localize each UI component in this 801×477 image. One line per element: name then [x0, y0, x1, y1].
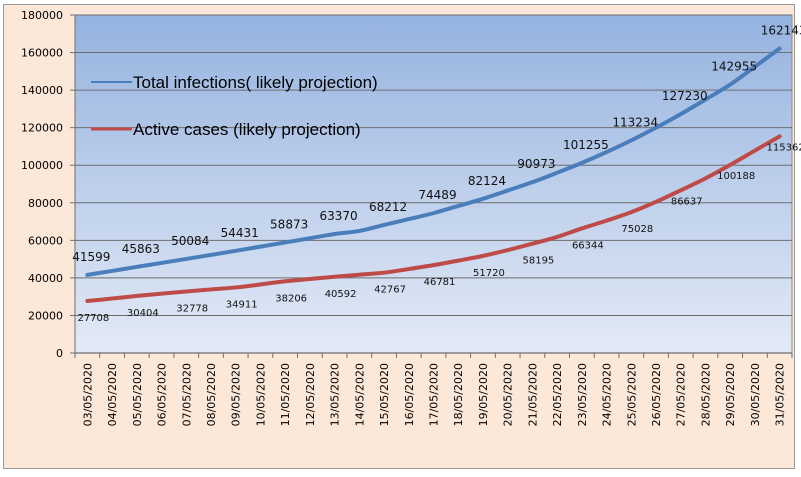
legend-total-infections-label: Total infections( likely projection) [133, 73, 378, 92]
active-cases-label: 115362 [767, 142, 801, 153]
total-infections-label: 82124 [468, 174, 506, 188]
x-tick-label: 29/05/2020 [724, 363, 737, 426]
plot-area [74, 14, 793, 354]
y-tick-label: 180000 [21, 9, 63, 22]
total-infections-label: 68212 [369, 200, 407, 214]
x-tick-label: 05/05/2020 [131, 363, 144, 426]
x-tick-label: 12/05/2020 [304, 363, 317, 426]
y-tick-label: 100000 [21, 159, 63, 172]
data-labels: 41599 45863 50084 54431 58873 63370 68212 74489… [72, 24, 801, 324]
total-infections-label: 54431 [221, 226, 259, 240]
total-infections-label: 113234 [612, 115, 658, 129]
active-cases-label: 40592 [325, 289, 357, 300]
active-cases-label: 38206 [275, 293, 307, 304]
x-tick-label: 19/05/2020 [477, 363, 490, 426]
y-axis: 0 20000 40000 60000 80000 100000 120000 140000 1… [21, 9, 76, 360]
total-infections-label: 142955 [711, 60, 757, 74]
legend: Total infections( likely projection) Acti… [91, 73, 378, 139]
y-tick-label: 160000 [21, 47, 63, 60]
x-axis: 03/05/2020 04/05/2020 05/05/2020 06/05/2020… [74, 352, 793, 426]
x-tick-label: 07/05/2020 [180, 363, 193, 426]
x-tick-label: 27/05/2020 [675, 363, 688, 426]
x-tick-label: 11/05/2020 [279, 363, 292, 426]
x-tick-label: 26/05/2020 [650, 363, 663, 426]
x-tick-label: 14/05/2020 [353, 363, 366, 426]
y-tick-label: 140000 [21, 84, 63, 97]
active-cases-label: 66344 [572, 240, 604, 251]
total-infections-label: 74489 [418, 188, 456, 202]
y-tick-label: 40000 [28, 272, 63, 285]
active-cases-label: 42767 [374, 285, 406, 296]
active-cases-label: 51720 [473, 268, 505, 279]
y-tick-label: 60000 [28, 234, 63, 247]
x-tick-label: 25/05/2020 [625, 363, 638, 426]
x-tick-label: 09/05/2020 [230, 363, 243, 426]
total-infections-label: 45863 [122, 242, 160, 256]
total-infections-label: 90973 [517, 157, 555, 171]
y-tick-label: 80000 [28, 197, 63, 210]
legend-active-cases-label: Active cases (likely projection) [133, 120, 361, 139]
total-infections-label: 127230 [662, 89, 708, 103]
x-tick-label: 23/05/2020 [576, 363, 589, 426]
x-tick-label: 22/05/2020 [551, 363, 564, 426]
active-cases-label: 100188 [717, 171, 755, 182]
y-tick-label: 120000 [21, 122, 63, 135]
active-cases-label: 27708 [77, 313, 109, 324]
total-infections-label: 50084 [171, 234, 209, 248]
total-infections-label: 63370 [320, 209, 358, 223]
total-infections-label: 162143 [761, 24, 801, 38]
x-tick-label: 06/05/2020 [156, 363, 169, 426]
x-tick-label: 18/05/2020 [452, 363, 465, 426]
x-tick-label: 28/05/2020 [699, 363, 712, 426]
x-tick-label: 03/05/2020 [81, 363, 94, 426]
x-tick-label: 21/05/2020 [526, 363, 539, 426]
x-tick-label: 30/05/2020 [749, 363, 762, 426]
total-infections-label: 101255 [563, 138, 609, 152]
x-tick-label: 31/05/2020 [774, 363, 787, 426]
active-cases-label: 34911 [226, 299, 258, 310]
x-tick-label: 10/05/2020 [254, 363, 267, 426]
y-tick-label: 0 [56, 347, 63, 360]
active-cases-label: 32778 [176, 303, 208, 314]
active-cases-label: 46781 [424, 277, 456, 288]
x-tick-label: 15/05/2020 [378, 363, 391, 426]
active-cases-label: 30404 [127, 308, 159, 319]
total-infections-label: 41599 [72, 250, 110, 264]
series-lines [85, 46, 782, 303]
x-tick-label: 08/05/2020 [205, 363, 218, 426]
total-infections-label: 58873 [270, 217, 308, 231]
x-tick-label: 24/05/2020 [601, 363, 614, 426]
y-tick-label: 20000 [28, 309, 63, 322]
x-tick-label: 20/05/2020 [502, 363, 515, 426]
x-tick-label: 16/05/2020 [403, 363, 416, 426]
x-tick-label: 17/05/2020 [428, 363, 441, 426]
active-cases-label: 75028 [621, 224, 653, 235]
active-cases-label: 58195 [522, 256, 554, 267]
x-tick-label: 13/05/2020 [329, 363, 342, 426]
x-tick-label: 04/05/2020 [106, 363, 119, 426]
active-cases-label: 86637 [671, 196, 703, 207]
